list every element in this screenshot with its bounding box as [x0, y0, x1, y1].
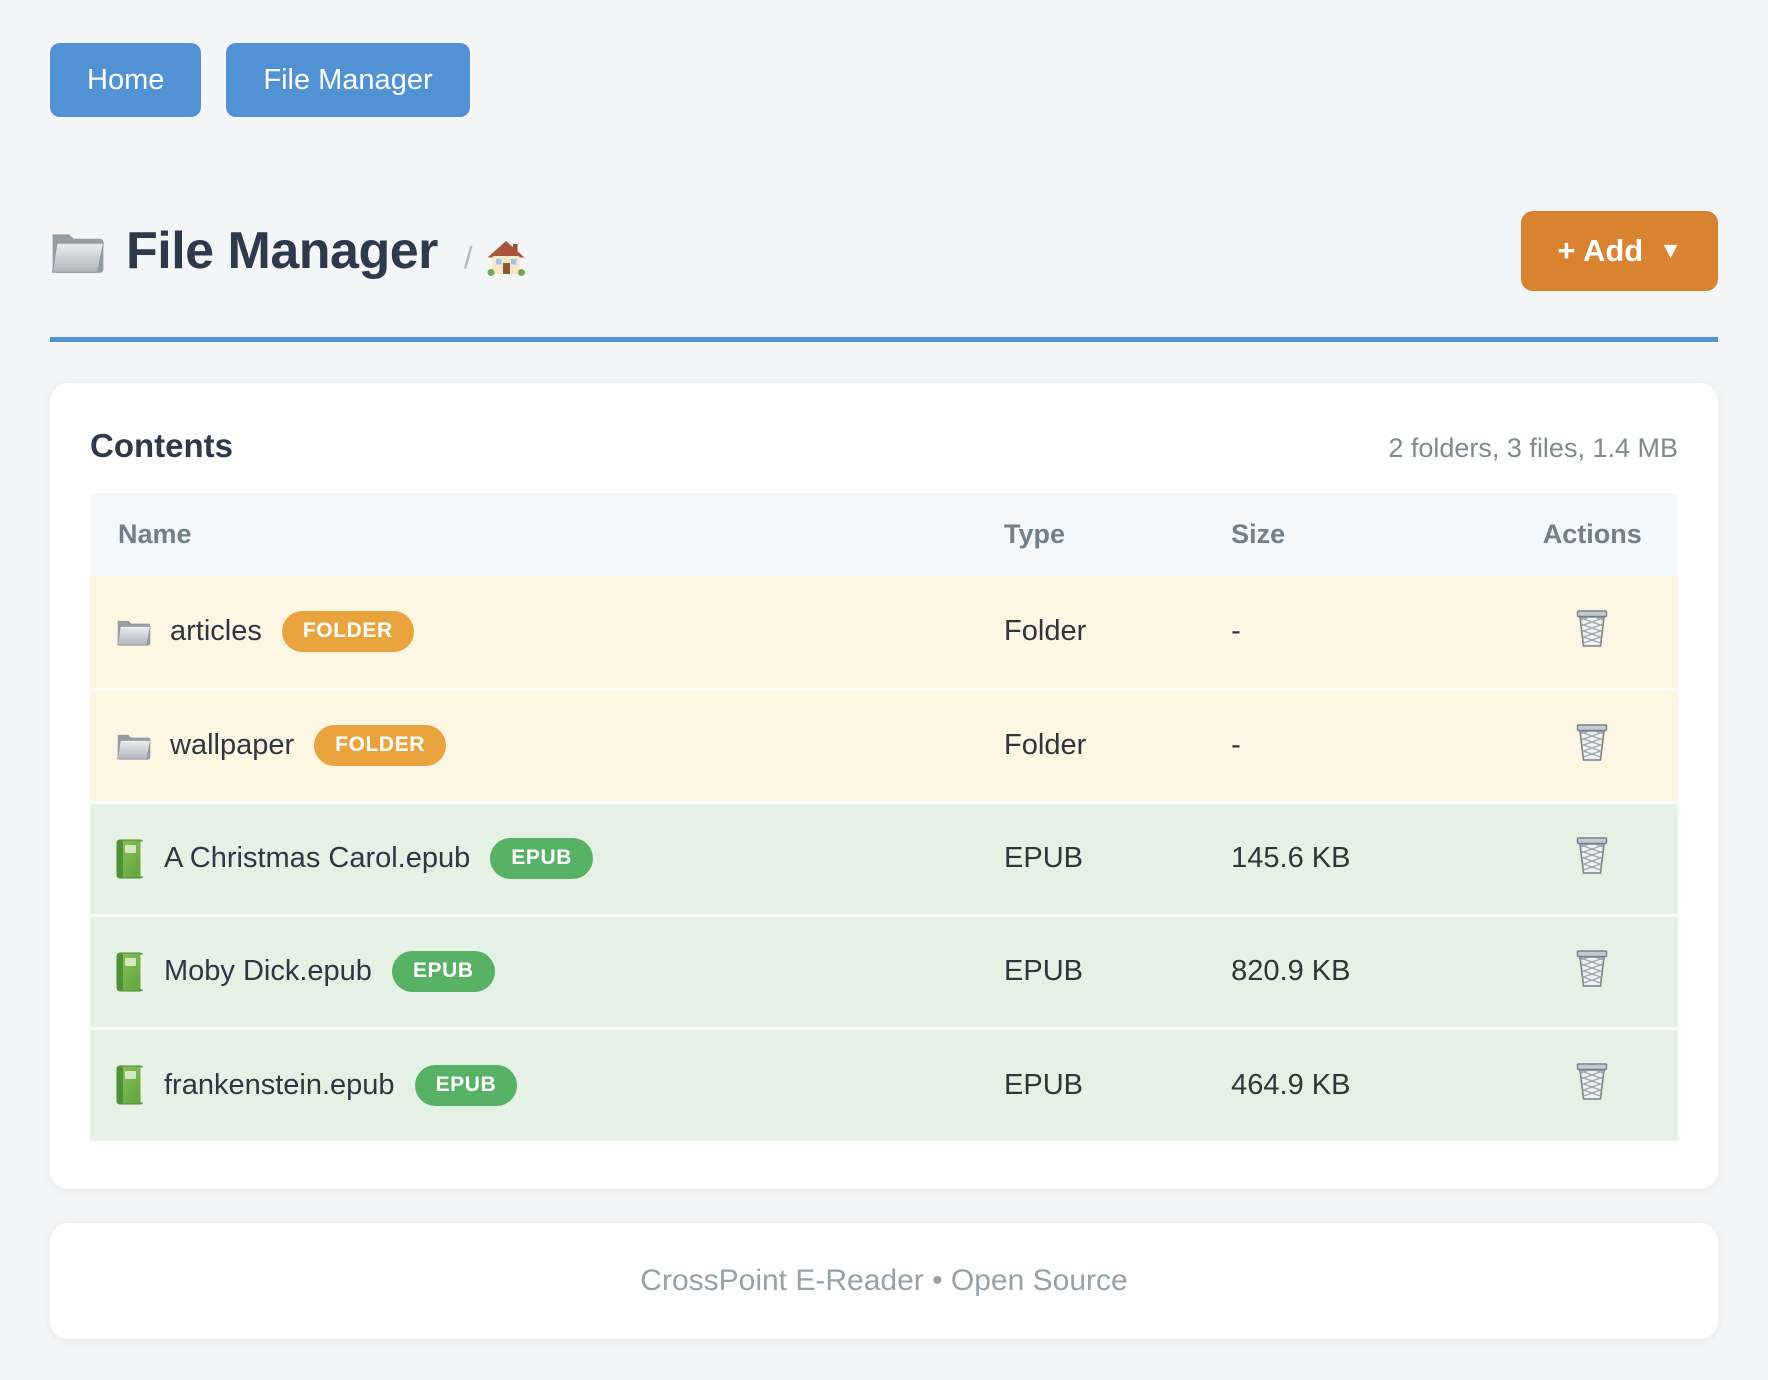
contents-card: Contents 2 folders, 3 files, 1.4 MB Name… [50, 383, 1718, 1189]
delete-button[interactable] [1575, 835, 1609, 875]
item-size: 464.9 KB [1211, 1026, 1507, 1141]
contents-summary: 2 folders, 3 files, 1.4 MB [1388, 433, 1678, 463]
delete-button[interactable] [1575, 608, 1609, 648]
folder-icon [117, 621, 151, 646]
column-header-type: Type [984, 493, 1212, 576]
column-header-name: Name [90, 493, 985, 576]
add-button[interactable]: + Add ▼ [1521, 211, 1718, 291]
green-book-icon [116, 952, 145, 991]
item-type: Folder [984, 687, 1212, 802]
green-book-icon [116, 1065, 145, 1105]
top-navigation: Home File Manager [50, 43, 1718, 117]
open-folder-icon [51, 234, 104, 273]
item-name-link[interactable]: Moby Dick.epub [164, 955, 372, 987]
folder-badge: FOLDER [314, 725, 447, 766]
item-name-link[interactable]: A Christmas Carol.epub [164, 842, 471, 874]
delete-button[interactable] [1575, 1061, 1609, 1101]
add-button-label: + Add [1557, 233, 1644, 268]
epub-badge: EPUB [414, 1064, 518, 1106]
page: Home File Manager File Manager / [50, 43, 1718, 1339]
caret-down-icon: ▼ [1659, 236, 1682, 263]
table-row: Moby Dick.epub EPUB EPUB 820.9 KB [90, 913, 1678, 1028]
table-row: A Christmas Carol.epub EPUB EPUB 145.6 K… [90, 800, 1678, 915]
footer-text: CrossPoint E-Reader • Open Source [640, 1264, 1128, 1297]
breadcrumb-home-link[interactable] [487, 240, 525, 276]
item-size: - [1211, 576, 1507, 689]
trash-icon [1577, 723, 1608, 761]
page-header: File Manager / + Add ▼ [50, 211, 1718, 291]
contents-card-header: Contents 2 folders, 3 files, 1.4 MB [90, 427, 1678, 465]
page-title: File Manager [126, 222, 438, 280]
item-name-link[interactable]: frankenstein.epub [164, 1068, 395, 1101]
item-size: - [1211, 687, 1507, 802]
nav-home-button[interactable]: Home [50, 43, 202, 117]
trash-icon [1577, 949, 1608, 987]
table-header-row: Name Type Size Actions [90, 493, 1678, 576]
item-name-link[interactable]: wallpaper [170, 729, 295, 761]
item-type: EPUB [984, 1026, 1212, 1141]
footer-card: CrossPoint E-Reader • Open Source [50, 1223, 1718, 1339]
folder-icon [117, 734, 151, 760]
breadcrumb: / [464, 240, 525, 276]
column-header-actions: Actions [1506, 493, 1678, 576]
column-header-size: Size [1211, 493, 1507, 576]
breadcrumb-separator: / [463, 240, 473, 275]
nav-file-manager-button[interactable]: File Manager [226, 43, 470, 117]
item-type: EPUB [984, 800, 1212, 915]
house-icon [487, 241, 525, 276]
trash-icon [1577, 1063, 1608, 1101]
header-divider [50, 337, 1718, 342]
green-book-icon [116, 839, 145, 878]
epub-badge: EPUB [391, 951, 495, 992]
file-table: Name Type Size Actions articles [90, 493, 1678, 1141]
item-type: Folder [984, 576, 1212, 689]
table-row: articles FOLDER Folder - [90, 576, 1678, 689]
folder-badge: FOLDER [281, 611, 414, 653]
item-name-link[interactable]: articles [170, 615, 262, 648]
item-size: 145.6 KB [1211, 800, 1507, 915]
item-type: EPUB [984, 913, 1212, 1028]
epub-badge: EPUB [490, 838, 593, 879]
table-row: frankenstein.epub EPUB EPUB 464.9 KB [90, 1026, 1678, 1141]
table-row: wallpaper FOLDER Folder - [90, 687, 1678, 802]
item-size: 820.9 KB [1211, 913, 1507, 1028]
trash-icon [1577, 610, 1608, 647]
delete-button[interactable] [1575, 722, 1609, 762]
trash-icon [1577, 836, 1608, 874]
contents-title: Contents [90, 427, 233, 464]
delete-button[interactable] [1575, 948, 1609, 988]
